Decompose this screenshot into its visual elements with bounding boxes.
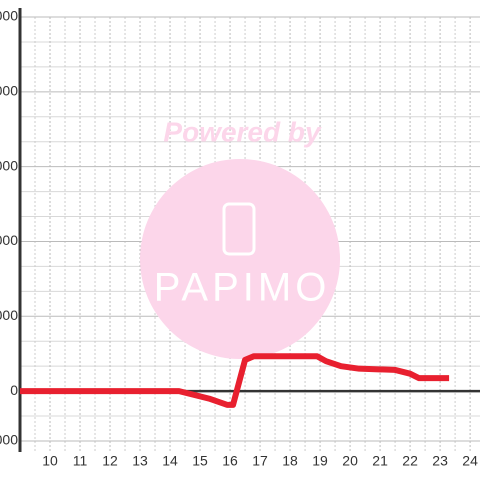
watermark-logo: PAPIMO xyxy=(154,266,331,310)
y-tick-label: 30,000 xyxy=(0,307,18,323)
x-tick-label: 22 xyxy=(402,453,418,469)
watermark-text: Powered by xyxy=(163,116,322,147)
x-tick-label: 10 xyxy=(42,453,58,469)
x-tick-label: 19 xyxy=(312,453,328,469)
x-tick-label: 15 xyxy=(192,453,208,469)
y-tick-label: 0 xyxy=(10,382,18,398)
watermark-circle xyxy=(140,159,340,359)
y-tick-label: -20,000 xyxy=(0,432,18,448)
y-tick-label: 60,000 xyxy=(0,232,18,248)
x-tick-label: 17 xyxy=(252,453,268,469)
x-tick-label: 18 xyxy=(282,453,298,469)
watermark-icon xyxy=(222,202,256,256)
x-tick-label: 13 xyxy=(132,453,148,469)
x-tick-label: 21 xyxy=(372,453,388,469)
x-tick-label: 12 xyxy=(102,453,118,469)
x-tick-label: 16 xyxy=(222,453,238,469)
line-series xyxy=(20,353,450,408)
x-tick-label: 14 xyxy=(162,453,178,469)
x-tick-label: 24 xyxy=(462,453,478,469)
x-tick-label: 23 xyxy=(432,453,448,469)
y-tick-label: 90,000 xyxy=(0,157,18,173)
x-tick-label: 20 xyxy=(342,453,358,469)
y-tick-label: 150,000 xyxy=(0,8,18,24)
y-tick-label: 120,000 xyxy=(0,83,18,99)
x-tick-label: 11 xyxy=(73,453,88,469)
